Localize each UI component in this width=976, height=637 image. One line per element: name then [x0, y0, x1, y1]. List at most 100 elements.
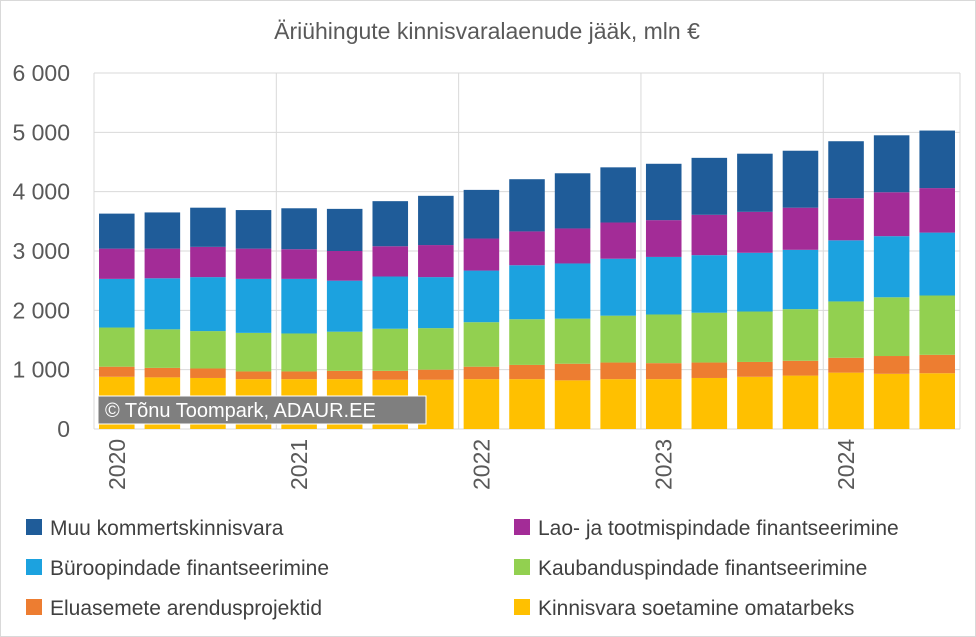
- bar-segment-s2-2020-Q4: [235, 332, 272, 372]
- bar-segment-s3-2023-Q4: [782, 249, 819, 310]
- bar-segment-s4-2023-Q2: [691, 214, 728, 256]
- bar-segment-s4-2024-Q3: [919, 188, 955, 233]
- bar-segment-s2-2021-Q3: [372, 328, 409, 371]
- bar-segment-s5-2020-Q4: [235, 210, 272, 249]
- bar-segment-s5-2021-Q4: [418, 195, 454, 246]
- bar-segment-s5-2020-Q2: [144, 212, 181, 249]
- bar-segment-s2-2022-Q2: [509, 319, 545, 365]
- bar-segment-s5-2022-Q1: [463, 189, 500, 239]
- y-tick-label: 3 000: [12, 238, 70, 264]
- bar-segment-s1-2022-Q3: [554, 363, 591, 381]
- bar-segment-s3-2024-Q3: [919, 232, 955, 296]
- bar-segment-s4-2022-Q3: [554, 228, 591, 264]
- y-tick-label: 2 000: [12, 297, 70, 323]
- bar-segment-s1-2020-Q3: [190, 368, 226, 378]
- bar-segment-s1-2024-Q3: [919, 354, 955, 374]
- bar-segment-s5-2021-Q2: [326, 208, 363, 251]
- bar-segment-s4-2022-Q1: [463, 238, 500, 271]
- bar-segment-s5-2022-Q3: [554, 173, 591, 229]
- bar-segment-s4-2023-Q4: [782, 207, 819, 250]
- bar-segment-s1-2024-Q1: [828, 357, 864, 373]
- bar-segment-s0-2023-Q2: [691, 377, 728, 429]
- legend-label-0: Kinnisvara soetamine omatarbeks: [538, 597, 854, 620]
- legend-label-5: Muu kommertskinnisvara: [50, 517, 284, 540]
- bar-segment-s1-2021-Q1: [281, 371, 317, 380]
- bar-segment-s2-2020-Q2: [144, 329, 181, 368]
- bar-segment-s3-2022-Q1: [463, 270, 500, 323]
- bar-segment-s2-2022-Q3: [554, 318, 591, 364]
- bar-segment-s4-2023-Q3: [737, 211, 773, 253]
- bar-segment-s4-2020-Q3: [190, 246, 226, 278]
- bar-segment-s5-2024-Q1: [828, 141, 864, 199]
- bar-segment-s1-2020-Q1: [99, 366, 135, 377]
- y-tick-label: 0: [57, 416, 70, 442]
- bar-segment-s2-2023-Q1: [645, 314, 682, 364]
- bar-segment-s0-2023-Q4: [782, 375, 819, 429]
- bar-segment-s0-2022-Q4: [600, 379, 636, 429]
- legend-label-4: Lao- ja tootmispindade finantseerimine: [538, 517, 899, 540]
- bar-segment-s2-2020-Q3: [190, 331, 226, 369]
- bar-segment-s5-2024-Q2: [873, 135, 910, 193]
- bar-segment-s2-2024-Q1: [828, 301, 864, 358]
- bar-segment-s1-2022-Q4: [600, 362, 636, 380]
- bar-segment-s4-2024-Q1: [828, 198, 864, 241]
- bar-segment-s2-2023-Q4: [782, 309, 819, 361]
- bar-segment-s3-2020-Q1: [99, 278, 135, 328]
- legend-swatch-5: [26, 519, 42, 535]
- bar-segment-s2-2022-Q4: [600, 315, 636, 363]
- bar-segment-s0-2022-Q2: [509, 379, 545, 429]
- bars: [99, 130, 955, 429]
- bar-segment-s1-2023-Q3: [737, 361, 773, 377]
- bar-segment-s1-2021-Q2: [326, 370, 363, 380]
- y-tick-label: 1 000: [12, 357, 70, 383]
- x-year-label: 2020: [104, 439, 130, 490]
- watermark: © Tõnu Toompark, ADAUR.EE: [97, 395, 427, 425]
- y-tick-label: 4 000: [12, 179, 70, 205]
- bar-segment-s3-2022-Q4: [600, 258, 636, 316]
- bar-segment-s3-2020-Q4: [235, 278, 272, 333]
- bar-segment-s4-2020-Q2: [144, 248, 181, 279]
- bar-segment-s0-2023-Q3: [737, 376, 773, 429]
- bar-segment-s5-2022-Q2: [509, 179, 545, 232]
- bar-segment-s1-2023-Q2: [691, 362, 728, 378]
- legend-swatch-4: [514, 519, 530, 535]
- legend-swatch-2: [514, 559, 530, 575]
- x-year-label: 2022: [468, 439, 494, 490]
- bar-segment-s3-2020-Q2: [144, 278, 181, 330]
- bar-segment-s3-2021-Q3: [372, 276, 409, 329]
- bar-segment-s2-2021-Q4: [418, 328, 454, 370]
- bar-segment-s3-2023-Q2: [691, 255, 728, 313]
- bar-segment-s2-2022-Q1: [463, 322, 500, 367]
- x-year-label: 2021: [286, 439, 312, 490]
- bar-segment-s3-2023-Q3: [737, 252, 773, 312]
- legend-label-1: Eluasemete arendusprojektid: [50, 597, 322, 620]
- legend: Muu kommertskinnisvara Lao- ja tootmispin…: [26, 517, 899, 620]
- bar-segment-s0-2023-Q1: [645, 379, 682, 429]
- bar-segment-s4-2020-Q1: [99, 248, 135, 279]
- bar-segment-s2-2024-Q3: [919, 295, 955, 355]
- bar-segment-s5-2024-Q3: [919, 130, 955, 189]
- bar-segment-s4-2021-Q2: [326, 251, 363, 281]
- bar-segment-s5-2022-Q4: [600, 167, 636, 223]
- bar-segment-s4-2022-Q4: [600, 222, 636, 259]
- bar-segment-s4-2021-Q3: [372, 246, 409, 277]
- bar-segment-s1-2022-Q2: [509, 364, 545, 380]
- bar-segment-s4-2022-Q2: [509, 231, 545, 266]
- legend-swatch-3: [26, 559, 42, 575]
- x-axis-year-labels: 2020 2021 2022 2023 2024: [104, 439, 859, 490]
- bar-segment-s2-2021-Q2: [326, 331, 363, 371]
- bar-segment-s5-2020-Q3: [190, 207, 226, 247]
- bar-segment-s2-2023-Q3: [737, 311, 773, 362]
- bar-segment-s5-2020-Q1: [99, 213, 135, 249]
- bar-segment-s0-2022-Q1: [463, 379, 500, 429]
- bar-segment-s5-2023-Q2: [691, 157, 728, 215]
- bar-segment-s5-2023-Q4: [782, 150, 819, 208]
- x-year-label: 2024: [833, 439, 859, 490]
- legend-swatch-0: [514, 599, 530, 615]
- bar-segment-s2-2024-Q2: [873, 297, 910, 357]
- bar-segment-s1-2020-Q2: [144, 367, 181, 378]
- bar-segment-s5-2023-Q1: [645, 163, 682, 221]
- bar-segment-s0-2024-Q3: [919, 373, 955, 429]
